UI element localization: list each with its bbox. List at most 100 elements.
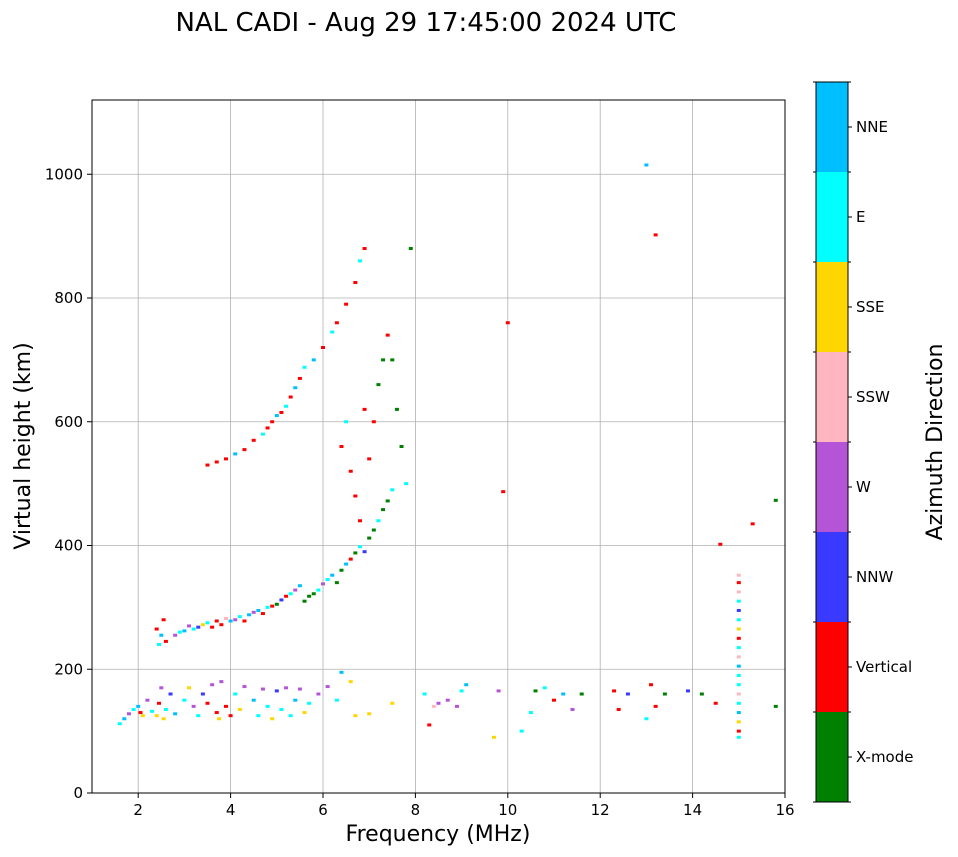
- echo-point: [362, 550, 367, 554]
- echo-point: [161, 618, 166, 622]
- echo-point: [616, 707, 621, 711]
- echo-point: [367, 712, 372, 716]
- echo-point: [385, 499, 390, 503]
- echo-point: [653, 704, 658, 708]
- echo-point: [210, 625, 215, 629]
- echo-point: [223, 457, 228, 461]
- echo-point: [376, 383, 381, 387]
- echo-point: [122, 717, 127, 721]
- echo-point: [214, 460, 219, 464]
- echo-point: [136, 704, 141, 708]
- colorbar-tick-label: SSE: [856, 298, 885, 316]
- echo-point: [260, 687, 265, 691]
- echo-point: [154, 714, 159, 718]
- echo-point: [274, 414, 279, 418]
- echo-point: [177, 630, 182, 634]
- echo-point: [653, 233, 658, 237]
- colorbar-frame: [815, 81, 849, 803]
- x-tick-label: 10: [498, 801, 517, 819]
- echo-point: [736, 711, 741, 715]
- echo-point: [353, 494, 358, 498]
- colorbar-tick-label: Vertical: [856, 658, 912, 676]
- echo-point: [260, 432, 265, 436]
- echo-point: [173, 712, 178, 716]
- echo-point: [187, 624, 192, 628]
- echo-point: [321, 582, 325, 586]
- echo-point: [736, 573, 741, 577]
- echo-point: [353, 281, 358, 285]
- echo-point: [150, 709, 155, 713]
- colorbar-segment: [816, 622, 848, 712]
- echo-point: [570, 707, 575, 711]
- echo-point: [260, 612, 265, 616]
- echo-point: [256, 608, 261, 612]
- x-tick-label: 8: [411, 801, 421, 819]
- echo-point: [196, 625, 201, 629]
- echo-point: [251, 610, 256, 614]
- y-tick-label: 800: [54, 289, 83, 307]
- echo-point: [214, 619, 219, 623]
- echo-point: [265, 426, 270, 430]
- echo-point: [237, 615, 242, 619]
- echo-point: [256, 714, 261, 718]
- echo-point: [579, 692, 584, 696]
- colorbar-tick-label: NNW: [856, 568, 893, 586]
- echo-point: [454, 704, 459, 708]
- echo-point: [279, 707, 284, 711]
- colorbar-segment: [816, 352, 848, 442]
- echo-point: [265, 704, 270, 708]
- echo-point: [736, 599, 741, 603]
- echo-point: [302, 711, 307, 715]
- echo-point: [736, 701, 741, 705]
- echo-point: [464, 683, 469, 687]
- echo-point: [362, 247, 367, 250]
- echo-point: [242, 685, 247, 689]
- echo-point: [237, 707, 242, 711]
- y-tick-label: 0: [73, 784, 83, 802]
- y-tick-label: 600: [54, 413, 83, 431]
- colorbar-segment: [816, 532, 848, 622]
- echo-point: [293, 386, 298, 390]
- echo-point: [191, 704, 196, 708]
- echo-point: [228, 619, 233, 623]
- echo-point: [408, 247, 413, 250]
- echo-point: [316, 692, 321, 696]
- echo-point: [210, 683, 215, 687]
- echo-point: [750, 522, 755, 526]
- echo-point: [339, 670, 344, 674]
- echo-point: [736, 664, 741, 668]
- x-axis: 2 4 6 8 10 12 14 16: [133, 793, 795, 819]
- echo-point: [297, 376, 302, 380]
- echo-point: [736, 646, 741, 650]
- echo-point: [736, 655, 741, 659]
- echo-point: [344, 562, 349, 566]
- echo-point: [293, 588, 298, 592]
- echo-point: [736, 735, 741, 739]
- echo-point: [159, 633, 164, 637]
- echo-point: [154, 627, 159, 631]
- echo-point: [334, 698, 339, 702]
- echo-point: [156, 701, 161, 705]
- echo-point: [713, 701, 718, 705]
- echo-point: [736, 608, 741, 612]
- echo-point: [339, 568, 344, 572]
- echo-point: [348, 469, 353, 473]
- echo-point: [436, 701, 441, 705]
- echo-point: [274, 602, 279, 606]
- echo-point: [357, 519, 362, 523]
- x-tick-label: 16: [775, 801, 794, 819]
- colorbar-label: Azimuth Direction: [923, 343, 948, 540]
- echo-point: [217, 717, 222, 721]
- echo-point: [251, 698, 256, 702]
- echo-point: [736, 683, 741, 687]
- echo-point: [773, 498, 778, 502]
- echo-point: [233, 692, 238, 696]
- echo-point: [191, 627, 196, 631]
- echo-point: [223, 617, 228, 621]
- echo-point: [161, 717, 166, 721]
- echo-point: [307, 701, 312, 705]
- echo-point: [251, 438, 256, 442]
- echo-point: [376, 519, 381, 523]
- echo-point: [311, 592, 316, 596]
